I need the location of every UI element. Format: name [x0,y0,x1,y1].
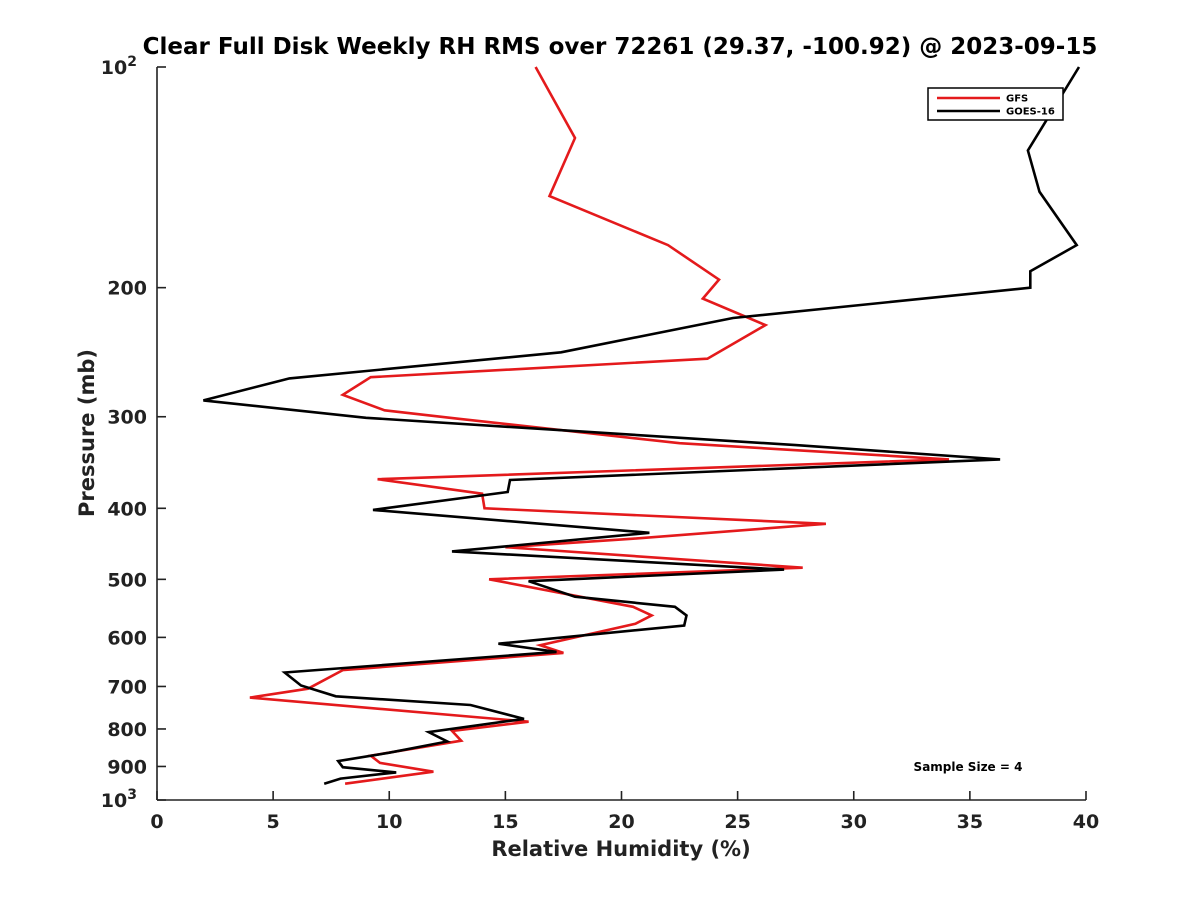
y-tick-label: 300 [107,407,147,429]
x-tick-label: 5 [267,811,280,833]
sample-size-annotation: Sample Size = 4 [914,760,1023,774]
chart-title: Clear Full Disk Weekly RH RMS over 72261… [143,34,1098,60]
x-tick-label: 20 [608,811,634,833]
x-axis-label: Relative Humidity (%) [491,837,750,861]
x-tick-label: 25 [724,811,750,833]
x-tick-label: 30 [841,811,867,833]
y-tick-label: 900 [107,756,147,778]
y-tick-label: 500 [107,569,147,591]
legend-label-gfs: GFS [1006,94,1028,105]
legend-box [927,87,1064,121]
y-tick-label: 800 [107,719,147,741]
series-line-gfs [249,66,950,785]
y-tick-label: 400 [107,498,147,520]
x-tick-label: 0 [150,811,163,833]
x-tick-label: 35 [957,811,983,833]
y-tick-label: 102 [101,54,137,79]
y-axis-ticks: 102 200 300 400 500 600 700 800 900 103 [101,54,166,812]
y-axis-label: Pressure (mb) [75,349,99,517]
legend: GFS GOES-16 [927,87,1064,121]
series-group [203,66,1081,785]
y-tick-label: 700 [107,676,147,698]
y-tick-label: 600 [107,627,147,649]
x-tick-label: 40 [1073,811,1099,833]
y-tick-label: 200 [107,278,147,300]
x-tick-label: 15 [492,811,518,833]
series-line-goes-16 [203,66,1081,785]
x-tick-label: 10 [376,811,402,833]
legend-label-goes-16: GOES-16 [1006,107,1055,118]
y-tick-label: 103 [101,787,137,812]
x-axis-ticks: 0 5 10 15 20 25 30 35 40 [150,791,1099,833]
